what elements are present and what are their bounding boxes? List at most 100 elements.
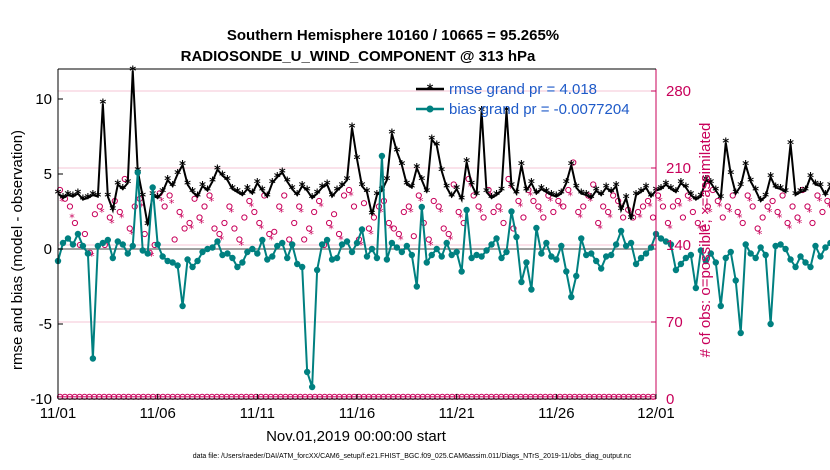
bias-point bbox=[702, 257, 710, 265]
bias-point bbox=[79, 242, 87, 250]
obs-assimilated-point: * bbox=[398, 234, 404, 247]
bias-point bbox=[662, 238, 670, 245]
obs-assimilated-point: * bbox=[697, 223, 703, 236]
bias-point bbox=[234, 263, 241, 271]
bias-point bbox=[408, 251, 416, 259]
rmse-point: * bbox=[697, 191, 704, 206]
bias-point bbox=[164, 257, 171, 265]
obs-assimilated-point: * bbox=[149, 250, 155, 263]
obs-possible-point bbox=[644, 197, 652, 205]
bias-point bbox=[657, 235, 665, 242]
bias-point bbox=[189, 263, 196, 271]
legend-rmse-marker: * bbox=[427, 83, 434, 98]
bias-point bbox=[578, 235, 585, 242]
rmse-point: * bbox=[503, 105, 510, 120]
y2-tick-label: 140 bbox=[666, 237, 691, 254]
rmse-point: * bbox=[224, 174, 231, 189]
rmse-point: * bbox=[802, 185, 809, 200]
rmse-point: * bbox=[712, 185, 719, 200]
bias-point bbox=[129, 242, 136, 250]
legend-rmse-label: rmse grand pr = 4.018 bbox=[449, 81, 597, 98]
obs-assimilated-point: * bbox=[159, 195, 165, 208]
obs-possible-point bbox=[595, 219, 602, 227]
rmse-point: * bbox=[692, 194, 699, 209]
rmse-point: * bbox=[339, 180, 346, 195]
obs-possible-point bbox=[764, 203, 771, 210]
x-tick-label: 12/01 bbox=[637, 405, 675, 422]
obs-possible-point bbox=[580, 203, 587, 210]
bias-point bbox=[308, 383, 316, 391]
bias-point bbox=[593, 257, 600, 265]
bias-point bbox=[338, 241, 346, 248]
bias-point bbox=[284, 254, 291, 262]
bias-point bbox=[782, 245, 789, 253]
obs-possible-point bbox=[251, 208, 258, 216]
rmse-point: * bbox=[533, 188, 540, 203]
rmse-point: * bbox=[359, 180, 366, 195]
rmse-point: * bbox=[438, 165, 445, 180]
rmse-point: * bbox=[523, 185, 530, 200]
obs-possible-point bbox=[475, 203, 482, 210]
obs-possible-point bbox=[186, 219, 193, 227]
obs-possible-point bbox=[500, 219, 507, 227]
bias-point bbox=[413, 283, 420, 290]
obs-possible-point bbox=[804, 203, 811, 210]
rmse-point: * bbox=[628, 213, 635, 228]
rmse-line bbox=[57, 70, 830, 226]
rmse-point: * bbox=[184, 179, 191, 194]
rmse-point: * bbox=[164, 174, 171, 189]
bias-point bbox=[568, 293, 575, 301]
obs-assimilated-point: * bbox=[478, 206, 484, 219]
obs-assimilated-point: * bbox=[558, 201, 564, 214]
bias-point bbox=[787, 256, 794, 263]
obs-assimilated-point: * bbox=[358, 239, 364, 252]
obs-assimilated-point: * bbox=[518, 201, 524, 214]
obs-possible-point bbox=[620, 214, 627, 221]
rmse-point: * bbox=[578, 188, 585, 203]
rmse-point: * bbox=[478, 105, 485, 120]
obs-possible-point bbox=[679, 214, 687, 221]
bias-point bbox=[124, 250, 131, 257]
obs-possible-point bbox=[669, 203, 677, 210]
bias-point bbox=[667, 241, 675, 248]
rmse-point: * bbox=[84, 192, 91, 207]
obs-possible-point bbox=[774, 208, 781, 216]
bias-point bbox=[393, 244, 401, 251]
y2-tick-label: 0 bbox=[666, 391, 674, 408]
obs-assimilated-point: * bbox=[189, 223, 195, 236]
obs-possible-point bbox=[784, 219, 791, 227]
y-tick-label: -10 bbox=[30, 391, 52, 408]
obs-possible-point bbox=[809, 219, 816, 227]
obs-possible-point bbox=[520, 214, 527, 221]
obs-assimilated-point: * bbox=[757, 228, 763, 241]
obs-possible-point bbox=[570, 159, 577, 166]
tick-labels: -10 -5 0 5 10 0 70 140 210 280 11/01 11/06 11/11 11/1… bbox=[30, 83, 691, 422]
obs-assimilated-point: * bbox=[109, 217, 115, 230]
bias-point bbox=[573, 272, 580, 280]
rmse-point: * bbox=[284, 176, 291, 191]
x-axis-label: Nov.01,2019 00:00:00 start bbox=[266, 428, 447, 445]
obs-possible-point bbox=[445, 230, 452, 238]
bias-point bbox=[378, 152, 386, 160]
x-tick-label: 11/06 bbox=[139, 405, 175, 422]
rmse-point: * bbox=[827, 180, 830, 195]
rmse-point: * bbox=[159, 186, 166, 201]
bias-point bbox=[597, 265, 605, 272]
rmse-point: * bbox=[314, 188, 321, 203]
rmse-point: * bbox=[259, 185, 266, 200]
obs-count-markers: ***** ***** *** ********* ******************… bbox=[56, 159, 830, 400]
rmse-point: * bbox=[742, 159, 749, 174]
rmse-point: * bbox=[543, 186, 550, 201]
rmse-point: * bbox=[334, 185, 341, 200]
bias-point bbox=[453, 248, 460, 256]
obs-possible-point bbox=[600, 203, 607, 210]
obs-assimilated-point: * bbox=[298, 206, 304, 219]
bias-point bbox=[94, 242, 102, 250]
obs-assimilated-point: * bbox=[587, 195, 593, 208]
rmse-point: * bbox=[682, 182, 689, 197]
bias-point bbox=[84, 250, 92, 257]
bias-point bbox=[159, 253, 166, 260]
rmse-point: * bbox=[388, 128, 395, 143]
rmse-point: * bbox=[349, 122, 356, 137]
bias-point bbox=[174, 262, 181, 269]
